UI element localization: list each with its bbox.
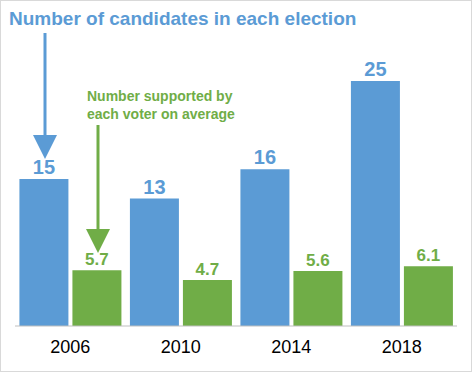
svg-text:Number of candidates in each e: Number of candidates in each election bbox=[9, 8, 356, 29]
svg-text:5.6: 5.6 bbox=[306, 251, 330, 270]
svg-text:5.7: 5.7 bbox=[85, 250, 109, 269]
svg-text:Number supported by: Number supported by bbox=[87, 88, 233, 104]
svg-text:4.7: 4.7 bbox=[196, 260, 220, 279]
svg-text:2010: 2010 bbox=[161, 337, 201, 357]
svg-text:25: 25 bbox=[364, 58, 386, 80]
svg-text:2018: 2018 bbox=[382, 337, 422, 357]
svg-text:2014: 2014 bbox=[271, 337, 311, 357]
svg-text:16: 16 bbox=[254, 146, 276, 168]
svg-text:15: 15 bbox=[33, 156, 55, 178]
svg-text:6.1: 6.1 bbox=[417, 246, 441, 265]
svg-text:13: 13 bbox=[143, 176, 165, 198]
svg-text:2006: 2006 bbox=[50, 337, 90, 357]
svg-text:each voter on average: each voter on average bbox=[87, 106, 235, 122]
